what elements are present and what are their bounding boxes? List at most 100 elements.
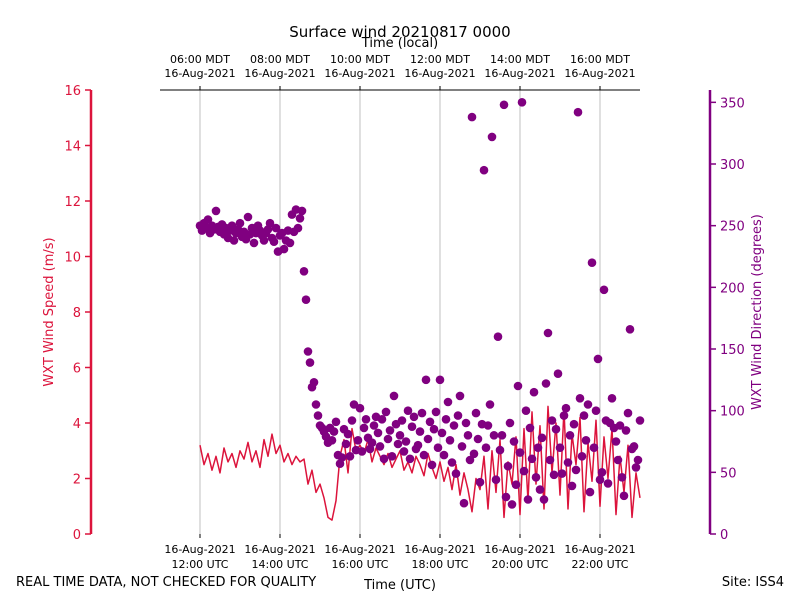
wind-direction-point [591, 406, 601, 416]
wind-direction-point [513, 381, 523, 391]
wind-direction-point [431, 407, 441, 417]
wind-direction-point [429, 424, 439, 434]
wind-direction-point [595, 475, 605, 485]
wind-direction-point [573, 107, 583, 117]
top-tick-label-date: 16-Aug-2021 [564, 67, 635, 80]
wind-direction-point [383, 434, 393, 444]
wind-direction-point [571, 465, 581, 475]
wind-direction-point [405, 454, 415, 464]
right-tick-label: 200 [720, 281, 745, 296]
right-tick-label: 50 [720, 466, 737, 481]
wind-direction-point [235, 218, 245, 228]
bottom-tick-label-date: 16-Aug-2021 [244, 543, 315, 556]
wind-direction-point [459, 498, 469, 508]
wind-direction-point [515, 448, 525, 457]
left-tick-label: 2 [73, 473, 81, 488]
wind-direction-point [599, 285, 609, 295]
top-tick-label-time: 06:00 MDT [170, 53, 230, 66]
bottom-tick-label-date: 16-Aug-2021 [164, 543, 235, 556]
wind-direction-series [195, 98, 645, 509]
bottom-tick-label-time: 16:00 UTC [331, 558, 388, 571]
wind-direction-point [497, 431, 507, 440]
wind-direction-point [387, 452, 397, 461]
wind-direction-point [417, 408, 427, 418]
wind-direction-point [279, 244, 289, 254]
wind-direction-point [337, 453, 347, 462]
wind-direction-point [467, 112, 477, 122]
wind-direction-point [423, 434, 433, 444]
wind-direction-point [521, 406, 531, 416]
bottom-tick-label-date: 16-Aug-2021 [484, 543, 555, 556]
wind-direction-point [535, 485, 545, 494]
wind-direction-point [285, 238, 295, 248]
left-tick-label: 16 [64, 84, 81, 99]
wind-direction-point [301, 295, 311, 305]
wind-direction-point [359, 423, 369, 433]
wind-direction-point [299, 267, 309, 276]
wind-direction-point [633, 455, 643, 465]
chart-title: Surface wind 20210817 0000 [289, 23, 510, 41]
grid-lines [199, 90, 601, 534]
wind-direction-point [343, 429, 353, 439]
wind-direction-point [441, 415, 451, 424]
wind-direction-point [495, 445, 505, 455]
wind-direction-point [577, 452, 587, 461]
wind-direction-point [625, 325, 635, 334]
top-tick-label-time: 14:00 MDT [490, 53, 550, 66]
wind-direction-point [377, 415, 387, 424]
wind-direction-point [587, 258, 597, 268]
bottom-tick-label-time: 18:00 UTC [411, 558, 468, 571]
wind-direction-point [437, 428, 447, 438]
right-tick-label: 150 [720, 343, 745, 358]
wind-direction-point [449, 421, 459, 430]
wind-direction-point [511, 480, 521, 490]
wind-direction-point [413, 440, 423, 450]
wind-direction-point [545, 455, 555, 465]
bottom-tick-label-time: 12:00 UTC [171, 558, 228, 571]
wind-direction-point [475, 477, 485, 487]
right-tick-label: 100 [720, 405, 745, 420]
wind-direction-point [331, 417, 341, 427]
wind-direction-point [611, 437, 621, 446]
wind-direction-point [243, 212, 253, 222]
wind-direction-point [367, 438, 377, 448]
wind-direction-point [631, 463, 641, 472]
wind-direction-point [439, 450, 449, 460]
left-tick-label: 0 [73, 528, 81, 543]
wind-direction-point [507, 500, 517, 509]
wind-direction-point [541, 379, 551, 388]
wind-direction-point [397, 416, 407, 425]
wind-direction-point [499, 100, 509, 110]
wind-direction-point [565, 431, 575, 440]
right-tick-label: 300 [720, 158, 745, 173]
wind-direction-point [469, 449, 479, 459]
wind-direction-point [329, 427, 339, 436]
wind-direction-point [375, 442, 385, 451]
bottom-tick-label-date: 16-Aug-2021 [404, 543, 475, 556]
wind-direction-point [433, 443, 443, 453]
wind-direction-point [519, 466, 529, 476]
wind-direction-point [385, 426, 395, 435]
top-tick-label-date: 16-Aug-2021 [164, 67, 235, 80]
wind-direction-point [357, 447, 367, 456]
wind-direction-point [529, 387, 539, 397]
wind-direction-point [623, 408, 633, 418]
wind-direction-point [303, 347, 313, 356]
wind-direction-point [491, 475, 501, 485]
wind-direction-point [211, 206, 221, 216]
wind-direction-point [583, 400, 593, 409]
wind-direction-point [389, 391, 399, 401]
wind-direction-point [435, 375, 445, 385]
wind-direction-point [575, 394, 585, 403]
wind-direction-point [229, 236, 239, 245]
wind-direction-point [563, 458, 573, 467]
wind-direction-point [619, 491, 629, 501]
wind-direction-point [629, 442, 639, 451]
wind-direction-point [615, 421, 625, 430]
wind-direction-point [597, 468, 607, 477]
wind-direction-point [603, 479, 613, 488]
wind-direction-point [451, 469, 461, 478]
top-tick-label-time: 08:00 MDT [250, 53, 310, 66]
wind-speed-line [199, 405, 641, 521]
